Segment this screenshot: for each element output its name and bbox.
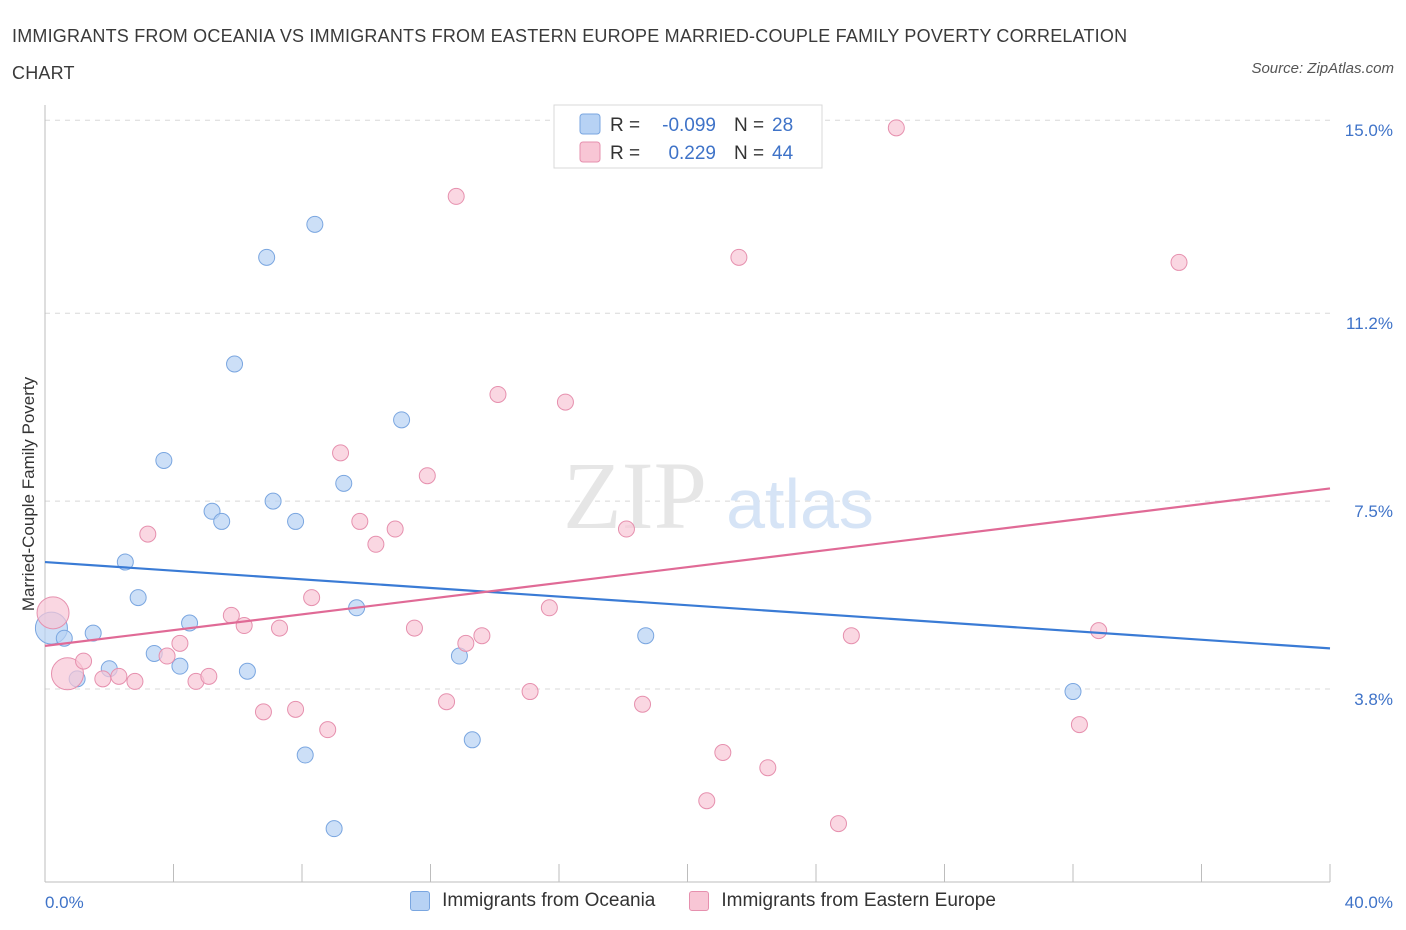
eastern-europe-point: [829, 815, 847, 833]
eastern-europe-point: [698, 792, 716, 810]
y-axis-label: Married-Couple Family Poverty: [19, 376, 38, 611]
eastern-europe-point: [405, 619, 423, 637]
oceania-point: [155, 451, 173, 469]
legend-n-label-oceania: N =: [734, 115, 764, 136]
oceania-point: [84, 624, 102, 642]
eastern-europe-point: [222, 606, 240, 624]
series-label-oceania: Immigrants from Oceania: [442, 890, 656, 911]
eastern-europe-point: [521, 683, 539, 701]
oceania-point: [116, 553, 134, 571]
oceania-point: [325, 820, 343, 838]
eastern-europe-point: [1090, 622, 1108, 640]
eastern-europe-point: [759, 759, 777, 777]
eastern-europe-trend-line: [44, 487, 1331, 647]
x-tick-label: 40.0%: [1345, 893, 1393, 912]
eastern-europe-point: [319, 721, 337, 739]
oceania-trend-line: [44, 560, 1331, 650]
legend-r-value-eastern-europe: 0.229: [668, 143, 716, 164]
oceania-point: [287, 512, 305, 530]
legend-r-label-oceania: R =: [610, 115, 640, 136]
eastern-europe-point: [271, 619, 289, 637]
eastern-europe-point: [418, 467, 436, 485]
series-legend: Immigrants from Oceania Immigrants from …: [0, 890, 1406, 912]
legend-n-value-eastern-europe: 44: [772, 143, 794, 164]
eastern-europe-point: [489, 385, 507, 403]
eastern-europe-point: [158, 647, 176, 665]
oceania-point: [335, 474, 353, 492]
eastern-europe-point: [730, 248, 748, 266]
y-tick-label: 15.0%: [1345, 121, 1393, 140]
eastern-europe-point: [842, 627, 860, 645]
eastern-europe-point: [287, 700, 305, 718]
oceania-point: [393, 411, 411, 429]
eastern-europe-point: [887, 119, 905, 137]
tick-labels: 3.8% 7.5% 11.2% 15.0% 0.0% 40.0%: [45, 121, 1393, 912]
oceania-point: [238, 662, 256, 680]
eastern-europe-point: [254, 703, 272, 721]
y-tick-label: 3.8%: [1354, 690, 1393, 709]
eastern-europe-point: [556, 393, 574, 411]
eastern-europe-point: [617, 520, 635, 538]
eastern-europe-point: [94, 670, 112, 688]
eastern-europe-point: [367, 535, 385, 553]
eastern-europe-point: [714, 744, 732, 761]
oceania-point: [129, 589, 147, 607]
chart-title: IMMIGRANTS FROM OCEANIA VS IMMIGRANTS FR…: [12, 26, 1128, 83]
series-label-eastern-europe: Immigrants from Eastern Europe: [721, 890, 996, 911]
eastern-europe-point: [126, 672, 144, 690]
eastern-europe-point: [634, 695, 652, 713]
series-legend-eastern-europe[interactable]: Immigrants from Eastern Europe: [689, 890, 996, 912]
eastern-europe-point: [50, 657, 84, 691]
eastern-europe-point: [457, 634, 475, 652]
eastern-europe-point: [303, 589, 321, 607]
legend-swatch-oceania: [579, 113, 601, 135]
eastern-europe-point: [75, 652, 93, 670]
legend-r-label-eastern-europe: R =: [610, 143, 640, 164]
legend-r-value-oceania: -0.099: [662, 115, 716, 136]
oceania-point: [264, 492, 282, 510]
gridlines: [45, 119, 1330, 690]
oceania-point: [213, 512, 231, 530]
legend-n-label-eastern-europe: N =: [734, 143, 764, 164]
eastern-europe-point: [447, 187, 465, 205]
oceania-point: [463, 731, 481, 749]
series-swatch-eastern-europe: [689, 891, 710, 911]
eastern-europe-point: [332, 444, 350, 462]
oceania-point: [258, 248, 276, 266]
series-legend-oceania[interactable]: Immigrants from Oceania: [410, 890, 655, 912]
eastern-europe-point: [36, 596, 70, 630]
watermark-atlas: atlas: [726, 465, 874, 543]
watermark-zip: ZIP: [563, 442, 707, 549]
legend-swatch-eastern-europe: [579, 141, 601, 163]
eastern-europe-point: [1170, 253, 1188, 271]
eastern-europe-point: [200, 667, 218, 685]
eastern-europe-point: [110, 667, 128, 685]
eastern-europe-point: [438, 693, 456, 711]
legend-n-value-oceania: 28: [772, 115, 793, 136]
oceania-point: [1064, 683, 1082, 701]
oceania-point: [171, 657, 189, 675]
oceania-point: [296, 746, 314, 764]
eastern-europe-point: [473, 627, 491, 645]
eastern-europe-point: [1070, 716, 1088, 734]
stats-legend: R = -0.099 N = 28 R = 0.229 N = 44: [553, 104, 823, 169]
oceania-point: [306, 215, 324, 233]
y-tick-label: 11.2%: [1346, 314, 1393, 333]
x-tick-label: 0.0%: [45, 893, 84, 912]
watermark: ZIP atlas: [563, 442, 874, 549]
series-swatch-oceania: [410, 891, 431, 911]
eastern-europe-point: [386, 520, 404, 538]
oceania-point: [226, 355, 244, 373]
oceania-point: [637, 627, 655, 645]
eastern-europe-point: [139, 525, 157, 543]
data-points: [34, 119, 1188, 838]
trend-lines: [44, 487, 1331, 650]
eastern-europe-point: [351, 512, 369, 530]
y-tick-label: 7.5%: [1354, 502, 1393, 521]
source-credit: Source: ZipAtlas.com: [1251, 60, 1394, 77]
eastern-europe-point: [540, 599, 558, 617]
axes: [44, 105, 1331, 883]
eastern-europe-point: [171, 634, 189, 652]
